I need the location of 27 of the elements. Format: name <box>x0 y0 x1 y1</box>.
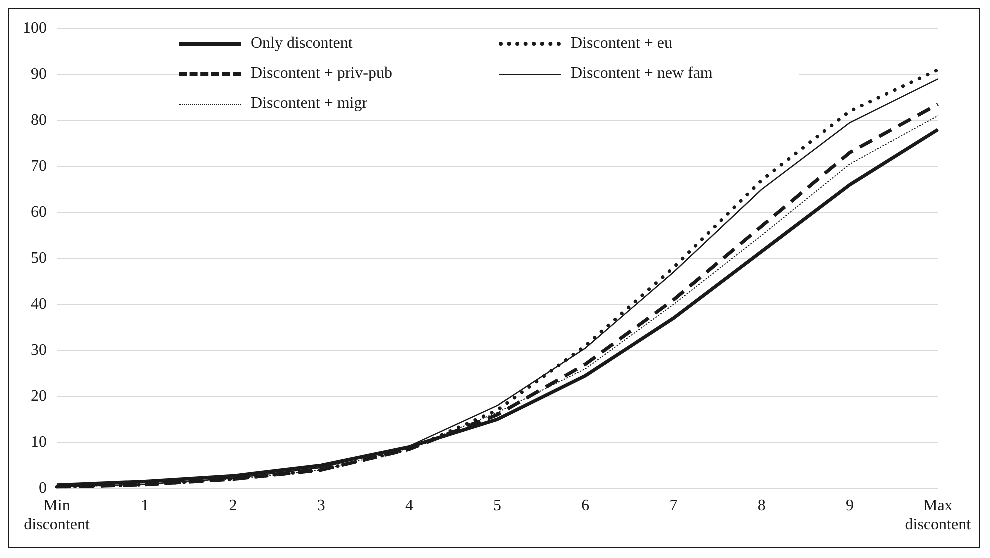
y-tick-label: 80 <box>31 112 47 129</box>
y-tick-label: 20 <box>31 388 47 405</box>
y-tick-label: 0 <box>39 480 47 497</box>
y-tick-label: 100 <box>23 20 47 37</box>
x-tick-label: 2 <box>229 497 238 514</box>
y-tick-label: 90 <box>31 66 47 83</box>
x-tick-label: 4 <box>405 497 414 514</box>
x-tick-label: 6 <box>582 497 590 514</box>
x-tick-label: 9 <box>846 497 854 514</box>
x-tick-label: Max discontent <box>905 497 972 534</box>
x-tick-label: 3 <box>317 497 326 514</box>
x-tick-label: 7 <box>670 497 678 514</box>
y-tick-label: 70 <box>31 158 47 175</box>
legend-label: Discontent + priv-pub <box>251 65 392 82</box>
x-tick-label: Min discontent <box>24 497 90 534</box>
x-tick-label: 5 <box>494 497 502 514</box>
y-tick-label: 40 <box>31 296 47 313</box>
legend-label: Only discontent <box>251 35 353 52</box>
legend-label: Discontent + eu <box>571 35 672 52</box>
x-tick-label: 8 <box>758 497 766 514</box>
y-tick-label: 60 <box>31 204 47 221</box>
y-tick-label: 50 <box>31 250 47 267</box>
x-tick-label: 1 <box>141 497 150 514</box>
y-tick-label: 10 <box>31 434 47 451</box>
legend-label: Discontent + migr <box>251 95 368 112</box>
legend-label: Discontent + new fam <box>571 65 713 82</box>
y-tick-label: 30 <box>31 342 47 359</box>
